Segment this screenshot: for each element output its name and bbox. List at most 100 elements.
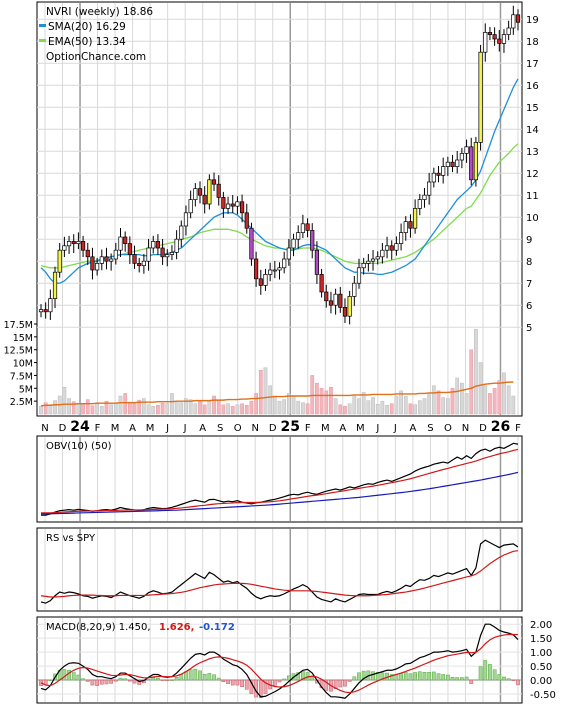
volume-bar xyxy=(216,400,221,415)
volume-bar xyxy=(151,406,156,415)
macd-histogram-bar xyxy=(422,671,427,681)
month-label: D xyxy=(269,423,277,434)
volume-bar xyxy=(174,400,179,415)
legend-sma20: SMA(20) 16.29 xyxy=(48,21,126,33)
volume-bar xyxy=(160,402,165,415)
macd-tick-label: 1.00 xyxy=(530,648,552,659)
candle-body xyxy=(501,34,507,44)
volume-bar xyxy=(445,398,450,415)
price-tick-label: 17 xyxy=(526,59,539,70)
volume-bar xyxy=(450,388,455,415)
candle-body xyxy=(370,258,376,262)
candle-body xyxy=(137,263,142,266)
macd-histogram-bar xyxy=(263,679,268,694)
macd-histogram-bar xyxy=(361,670,366,681)
month-label: M xyxy=(321,423,330,434)
month-label: S xyxy=(427,423,433,434)
macd-histogram-bar xyxy=(286,675,291,681)
volume-bar xyxy=(347,403,352,415)
month-label: 26 xyxy=(491,419,510,435)
volume-bar xyxy=(235,404,240,415)
candle-body xyxy=(300,223,305,233)
volume-bar xyxy=(127,401,132,415)
price-tick-label: 15 xyxy=(526,103,539,114)
volume-bar xyxy=(156,405,160,415)
volume-bar xyxy=(71,401,76,415)
candle-body xyxy=(436,172,441,176)
volume-bar xyxy=(385,405,389,415)
macd-histogram-bar xyxy=(506,678,511,681)
candle-body xyxy=(328,300,334,306)
candle-body xyxy=(441,166,446,176)
volume-bar xyxy=(81,403,85,415)
candle-body xyxy=(389,245,394,251)
macd-histogram-bar xyxy=(516,679,520,686)
macd-histogram-bar xyxy=(212,674,216,681)
candle-body xyxy=(202,194,207,205)
volume-bar xyxy=(375,403,380,415)
candle-body xyxy=(216,183,221,198)
volume-bar xyxy=(198,401,202,415)
volume-bar xyxy=(142,398,146,415)
macd-histogram-bar xyxy=(455,677,460,681)
month-label: O xyxy=(444,423,452,434)
month-label: F xyxy=(305,423,311,434)
candle-body xyxy=(268,269,273,275)
candle-body xyxy=(90,256,95,271)
macd-histogram-bar xyxy=(67,670,71,681)
candle-body xyxy=(506,27,511,35)
month-label: N xyxy=(41,423,48,434)
candle-body xyxy=(99,256,104,264)
candle-body xyxy=(48,298,53,313)
volume-bar xyxy=(202,404,207,415)
price-panel xyxy=(36,1,523,417)
candle-body xyxy=(399,232,404,244)
month-label: N xyxy=(251,423,258,434)
volume-bar xyxy=(48,404,53,415)
month-label: S xyxy=(217,423,223,434)
candle-body xyxy=(132,254,137,264)
volume-bar xyxy=(333,398,338,415)
price-tick-label: 9 xyxy=(526,235,532,246)
macd-tick-label: 0.50 xyxy=(530,662,552,673)
macd-histogram-bar xyxy=(90,679,95,686)
macd-histogram-bar xyxy=(445,674,450,681)
volume-bar xyxy=(132,403,137,415)
volume-bar xyxy=(399,390,403,415)
candle-body xyxy=(263,274,268,286)
macd-histogram-bar xyxy=(352,676,357,681)
volume-bar xyxy=(277,400,282,415)
candle-body xyxy=(169,252,175,255)
volume-bar xyxy=(511,395,516,415)
macd-histogram-bar xyxy=(403,672,408,681)
volume-tick-label: 2.5M xyxy=(10,397,33,408)
candle-body xyxy=(384,245,390,251)
macd-histogram-bar xyxy=(441,674,446,681)
macd-histogram-bar xyxy=(343,679,347,687)
candle-body xyxy=(197,188,203,196)
macd-histogram-bar xyxy=(81,678,85,681)
volume-tick-label: 17.5M xyxy=(4,320,33,331)
volume-bar xyxy=(244,405,249,415)
candle-body xyxy=(314,249,319,275)
macd-histogram-bar xyxy=(146,679,151,681)
macd-histogram-bar xyxy=(230,679,235,686)
candle-body xyxy=(356,267,362,284)
indicator-line-1 xyxy=(41,448,519,514)
volume-bar xyxy=(436,390,441,415)
volume-bar xyxy=(118,395,123,415)
volume-bar xyxy=(296,400,301,415)
macd-histogram-bar xyxy=(244,679,249,690)
candle-body xyxy=(179,225,184,240)
macd-histogram-bar xyxy=(188,669,193,681)
volume-bar xyxy=(268,385,273,415)
volume-bar xyxy=(85,399,90,415)
candle-body xyxy=(76,241,81,244)
volume-bar xyxy=(460,382,464,415)
price-tick-label: 18 xyxy=(526,37,539,48)
volume-bar xyxy=(506,385,511,415)
macd-histogram-bar xyxy=(427,671,432,681)
macd-histogram-bar xyxy=(76,674,81,681)
volume-bar xyxy=(212,395,216,415)
